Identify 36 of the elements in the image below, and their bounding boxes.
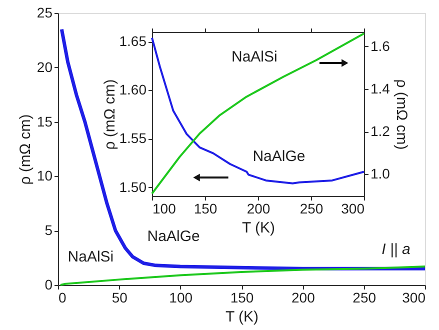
y-tick-label: 1.50: [119, 178, 147, 195]
annotation: NaAlGe: [147, 228, 200, 246]
y2-tick-label: 1.4: [370, 80, 390, 96]
y-axis-title: ρ (mΩ cm): [101, 79, 118, 150]
y2-tick-label: 1.6: [370, 38, 390, 54]
y2-axis-title: ρ (mΩ cm): [392, 79, 410, 150]
y-tick-label: 0: [44, 276, 53, 292]
x-tick-label: 200: [246, 200, 270, 216]
y2-tick-label: 1.2: [370, 123, 390, 140]
x-axis-title: T (K): [242, 220, 276, 236]
x-tick-label: 150: [230, 290, 254, 306]
y-tick-label: 10: [36, 168, 53, 184]
x-tick-label: 50: [112, 290, 128, 306]
y-tick-label: 5: [44, 222, 53, 238]
x-tick-label: 300: [341, 200, 365, 216]
x-tick-label: 250: [352, 290, 376, 306]
x-axis-title: T (K): [225, 308, 259, 326]
y-tick-label: 1.55: [119, 130, 147, 146]
x-tick-label: 150: [194, 200, 218, 216]
x-tick-label: 200: [291, 290, 316, 306]
y-axis-title: ρ (mΩ cm): [16, 114, 34, 185]
annotation: I || a: [382, 241, 410, 258]
annotation: NaAlGe: [252, 148, 306, 166]
y2-tick-label: 1.0: [370, 166, 390, 182]
x-tick-label: 300: [402, 290, 426, 306]
annotation: NaAlSi: [68, 248, 114, 266]
annotation: NaAlSi: [232, 48, 278, 66]
y-tick-label: 1.65: [119, 33, 147, 50]
x-tick-label: 0: [58, 290, 66, 306]
y-tick-label: 20: [36, 58, 53, 75]
x-tick-label: 250: [300, 200, 324, 216]
x-tick-label: 100: [152, 200, 176, 216]
y-tick-label: 1.60: [119, 82, 147, 98]
y-tick-label: 25: [36, 4, 53, 20]
x-tick-label: 100: [169, 290, 193, 306]
y-tick-label: 15: [36, 113, 53, 130]
